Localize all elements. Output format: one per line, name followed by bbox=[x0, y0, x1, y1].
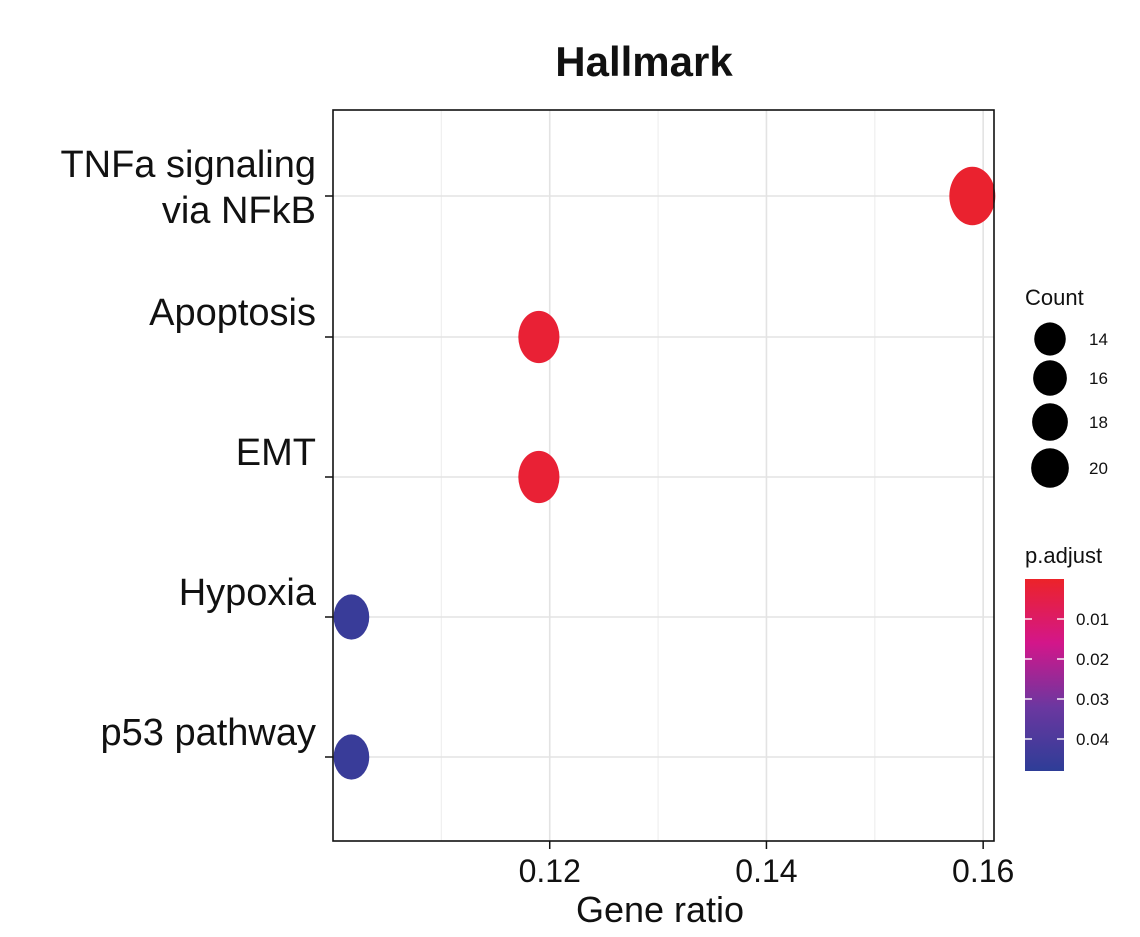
grid-lines bbox=[333, 110, 994, 841]
category-label-line: Apoptosis bbox=[149, 292, 316, 334]
data-point bbox=[949, 166, 996, 226]
y-axis-labels: TNFa signaling via NFkB Apoptosis EMT Hypoxi… bbox=[60, 144, 316, 754]
x-axis: 0.12 0.14 0.16 bbox=[519, 841, 1014, 889]
category-label: Apoptosis bbox=[149, 292, 316, 334]
data-point bbox=[333, 734, 370, 780]
category-label-line: EMT bbox=[236, 432, 316, 474]
x-tick-label: 0.12 bbox=[519, 853, 581, 889]
data-point bbox=[333, 594, 370, 640]
chart-title: Hallmark bbox=[555, 38, 733, 85]
category-label-line: TNFa signaling bbox=[60, 144, 316, 186]
count-legend-label: 20 bbox=[1089, 459, 1108, 478]
data-point bbox=[518, 450, 560, 504]
data-point bbox=[518, 310, 560, 364]
category-label-line: Hypoxia bbox=[179, 572, 317, 614]
p-adjust-legend-label: 0.02 bbox=[1076, 650, 1109, 669]
plot-border bbox=[332, 109, 995, 842]
count-legend-label: 18 bbox=[1089, 413, 1108, 432]
y-axis-ticks bbox=[325, 195, 333, 758]
plot-area bbox=[332, 109, 996, 842]
p-adjust-legend-title: p.adjust bbox=[1025, 543, 1102, 568]
category-label: Hypoxia bbox=[179, 572, 317, 614]
p-adjust-legend-label: 0.01 bbox=[1076, 610, 1109, 629]
x-tick-label: 0.16 bbox=[952, 853, 1014, 889]
count-legend-label: 14 bbox=[1089, 330, 1108, 349]
p-adjust-legend-label: 0.03 bbox=[1076, 690, 1109, 709]
x-tick-label: 0.14 bbox=[735, 853, 797, 889]
p-adjust-legend: p.adjust 0.01 0.02 0.03 0.04 bbox=[1025, 543, 1109, 771]
count-legend-dot bbox=[1034, 322, 1066, 356]
count-legend: Count 14 16 18 20 bbox=[1025, 285, 1108, 488]
count-legend-title: Count bbox=[1025, 285, 1084, 310]
category-label: EMT bbox=[236, 432, 316, 474]
category-label-line: p53 pathway bbox=[101, 712, 317, 754]
count-legend-label: 16 bbox=[1089, 369, 1108, 388]
category-label: p53 pathway bbox=[101, 712, 317, 754]
p-adjust-legend-label: 0.04 bbox=[1076, 730, 1109, 749]
category-label-line: via NFkB bbox=[162, 190, 316, 232]
x-axis-title: Gene ratio bbox=[576, 889, 744, 930]
count-legend-dot bbox=[1032, 403, 1068, 441]
count-legend-dot bbox=[1033, 360, 1067, 396]
plot-background bbox=[333, 110, 994, 841]
count-legend-dot bbox=[1031, 448, 1069, 488]
category-label: TNFa signaling via NFkB bbox=[60, 144, 316, 232]
data-points bbox=[333, 166, 996, 780]
p-adjust-colorbar bbox=[1025, 579, 1064, 771]
